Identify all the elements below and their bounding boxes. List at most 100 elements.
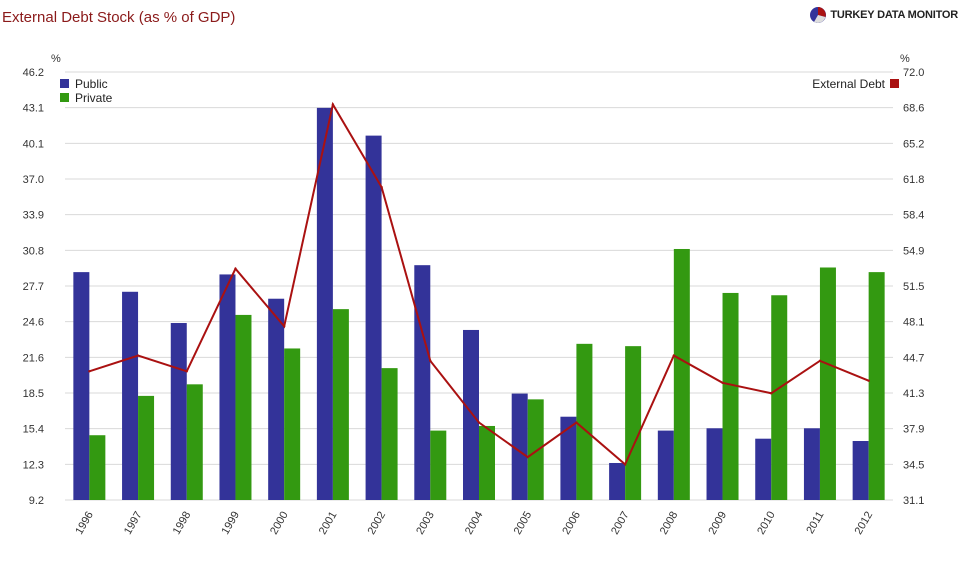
x-tick-label: 2007 bbox=[609, 510, 632, 537]
bar-private bbox=[479, 425, 495, 500]
y-right-tick-label: 61.8 bbox=[903, 174, 924, 186]
bar-private bbox=[430, 430, 447, 500]
point-external-debt bbox=[380, 185, 383, 189]
legend-swatch-private bbox=[60, 93, 69, 102]
bar-public bbox=[560, 416, 577, 500]
x-tick-label: 2009 bbox=[706, 510, 729, 537]
x-tick-label: 1998 bbox=[171, 510, 194, 537]
y-right-tick-label: 68.6 bbox=[903, 103, 924, 115]
bar-public bbox=[73, 272, 90, 500]
y-left-tick-label: 15.4 bbox=[23, 424, 44, 436]
bar-private bbox=[381, 368, 398, 500]
bar-private bbox=[89, 435, 106, 500]
point-external-debt bbox=[623, 463, 627, 466]
y-right-tick-label: 72.0 bbox=[903, 67, 924, 79]
x-tick-label: 1999 bbox=[219, 510, 242, 537]
point-external-debt bbox=[429, 359, 432, 363]
point-external-debt bbox=[88, 370, 91, 373]
brand-logo: TURKEY DATA MONITOR bbox=[809, 6, 958, 24]
y-right-tick-label: 48.1 bbox=[903, 317, 924, 329]
x-tick-label: 1997 bbox=[122, 510, 145, 537]
bar-private bbox=[625, 346, 642, 500]
point-external-debt bbox=[867, 379, 870, 382]
point-external-debt bbox=[721, 381, 724, 384]
legend-swatch-external-debt bbox=[890, 79, 899, 88]
bar-public bbox=[463, 329, 479, 500]
bar-private bbox=[819, 267, 836, 500]
bar-private bbox=[138, 395, 155, 500]
point-external-debt bbox=[331, 103, 335, 106]
bar-public bbox=[414, 265, 431, 500]
y-left-tick-label: 21.6 bbox=[23, 352, 44, 364]
y-left-tick-label: 27.7 bbox=[23, 281, 44, 293]
bar-public bbox=[706, 428, 723, 500]
bar-public bbox=[852, 441, 869, 500]
y-left-tick-label: 40.1 bbox=[23, 138, 44, 150]
x-tick-label: 1996 bbox=[73, 510, 96, 537]
y-right-tick-label: 44.7 bbox=[903, 352, 924, 364]
bar-private bbox=[771, 295, 788, 500]
point-external-debt bbox=[575, 421, 578, 424]
x-tick-label: 2004 bbox=[463, 510, 486, 537]
pie-logo-icon bbox=[810, 7, 827, 23]
y-left-tick-label: 18.5 bbox=[23, 388, 44, 400]
bar-public bbox=[657, 430, 674, 500]
bar-public bbox=[268, 298, 285, 500]
bar-private bbox=[868, 272, 885, 500]
bar-private bbox=[332, 309, 349, 500]
x-tick-label: 2001 bbox=[317, 510, 340, 537]
y-right-tick-label: 31.1 bbox=[903, 495, 924, 507]
x-tick-label: 2000 bbox=[268, 510, 291, 537]
x-tick-label: 2006 bbox=[560, 510, 583, 537]
x-tick-label: 2008 bbox=[658, 510, 681, 537]
y-left-unit-label: % bbox=[51, 53, 61, 65]
x-tick-label: 2012 bbox=[853, 510, 876, 537]
y-right-tick-label: 34.5 bbox=[903, 459, 924, 471]
bar-private bbox=[235, 314, 252, 500]
bar-private bbox=[576, 343, 593, 500]
y-left-tick-label: 46.2 bbox=[23, 67, 44, 79]
legend-label-external-debt: External Debt bbox=[812, 77, 885, 91]
y-right-tick-label: 41.3 bbox=[903, 388, 924, 400]
y-right-tick-label: 65.2 bbox=[903, 138, 924, 150]
x-tick-label: 2002 bbox=[366, 510, 389, 537]
bar-private bbox=[186, 384, 203, 500]
y-right-tick-label: 58.4 bbox=[903, 210, 924, 222]
bar-public bbox=[219, 274, 236, 500]
bars-layer bbox=[73, 107, 885, 500]
brand-name: TURKEY DATA MONITOR bbox=[830, 9, 958, 21]
point-external-debt bbox=[770, 392, 773, 395]
point-external-debt bbox=[672, 354, 676, 357]
y-left-tick-label: 33.9 bbox=[23, 210, 44, 222]
y-left-tick-label: 12.3 bbox=[23, 459, 44, 471]
bar-public bbox=[365, 135, 382, 500]
bar-public bbox=[609, 462, 626, 500]
x-tick-label: 2011 bbox=[804, 510, 826, 536]
line-layer bbox=[88, 101, 870, 467]
bar-private bbox=[673, 248, 690, 500]
bar-public bbox=[511, 393, 528, 500]
bar-public bbox=[122, 291, 139, 500]
bar-private bbox=[527, 399, 544, 500]
y-right-tick-label: 37.9 bbox=[903, 424, 924, 436]
x-tick-label: 2005 bbox=[512, 510, 535, 537]
y-right-tick-label: 54.9 bbox=[903, 245, 924, 257]
y-right-tick-label: 51.5 bbox=[903, 281, 924, 293]
point-external-debt bbox=[185, 370, 188, 373]
x-tick-label: 2003 bbox=[414, 510, 437, 537]
bar-private bbox=[284, 348, 301, 500]
bar-public bbox=[170, 323, 187, 500]
bar-public bbox=[316, 107, 333, 500]
y-left-tick-label: 43.1 bbox=[23, 103, 44, 115]
y-right-unit-label: % bbox=[900, 53, 910, 65]
y-left-tick-label: 9.2 bbox=[29, 495, 44, 507]
point-external-debt bbox=[282, 325, 286, 328]
legend-label-public: Public bbox=[75, 77, 108, 91]
y-left-tick-label: 24.6 bbox=[23, 317, 44, 329]
bar-private bbox=[722, 292, 739, 500]
legend-swatch-public bbox=[60, 79, 69, 88]
point-external-debt bbox=[136, 354, 140, 357]
point-external-debt bbox=[477, 421, 481, 424]
point-external-debt bbox=[818, 359, 822, 363]
